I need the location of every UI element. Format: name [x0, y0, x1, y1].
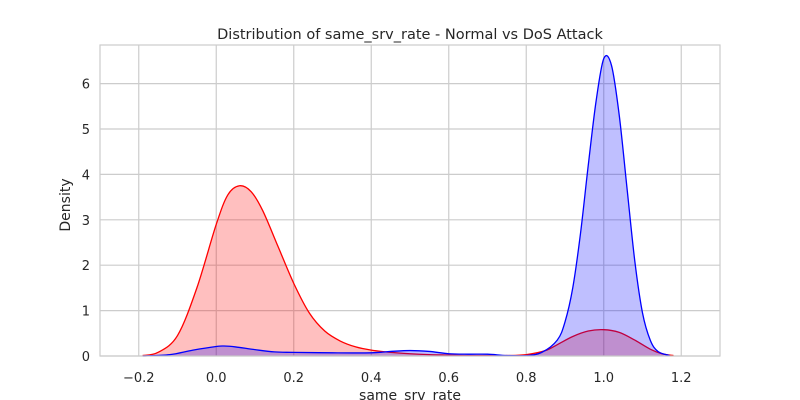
x-axis-label: same_srv_rate — [359, 388, 461, 400]
y-tick-label: 6 — [82, 78, 90, 93]
x-tick-label: −0.2 — [123, 371, 155, 386]
y-tick-label: 3 — [82, 214, 90, 229]
x-tick-label: 0.8 — [516, 371, 537, 386]
y-tick-label: 1 — [82, 305, 90, 320]
x-tick-label: 0.2 — [283, 371, 304, 386]
y-tick-label: 0 — [82, 350, 90, 365]
y-tick-label: 4 — [82, 168, 90, 183]
plot-frame — [99, 44, 721, 357]
chart-title: Distribution of same_srv_rate - Normal v… — [217, 27, 603, 43]
density-line-1 — [142, 185, 674, 357]
x-tick-label: 1.2 — [671, 371, 692, 386]
x-tick-label: 1.0 — [593, 371, 614, 386]
grid — [100, 45, 720, 357]
x-tick-label: 0.6 — [438, 371, 459, 386]
x-tick-label: 0.0 — [206, 371, 227, 386]
x-tick-label: 0.4 — [361, 371, 382, 386]
density-area-1 — [142, 185, 674, 356]
density-area-2 — [142, 55, 670, 357]
tick-labels: −0.2 0.0 0.2 0.4 0.6 0.8 1.0 1.2 0 1 2 3 4 5 6 — [82, 78, 692, 386]
y-tick-label: 5 — [82, 123, 90, 138]
y-axis-label: Density — [58, 178, 74, 231]
y-tick-label: 2 — [82, 259, 90, 274]
